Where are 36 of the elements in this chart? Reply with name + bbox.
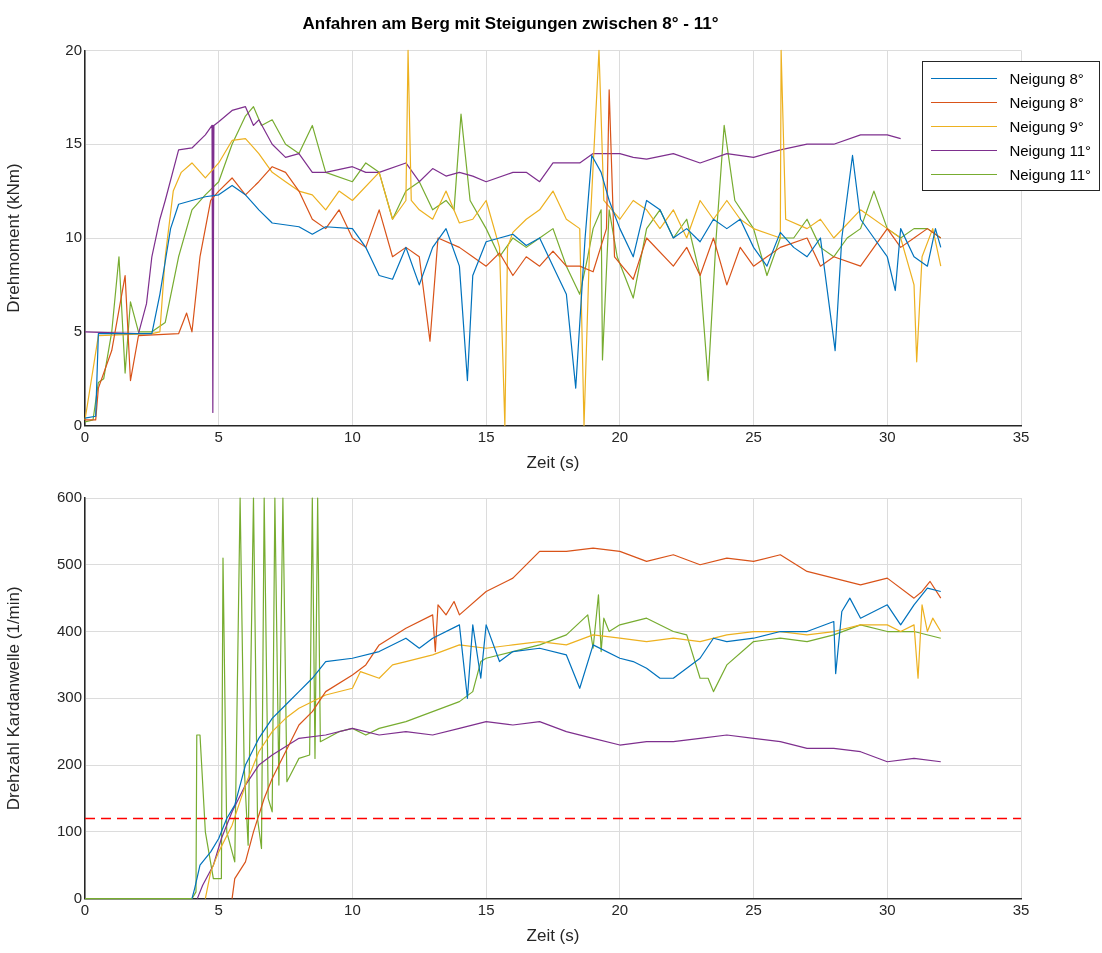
x-tick-label: 20: [611, 427, 629, 445]
y-tick-label: 0: [73, 888, 82, 906]
legend-label: Neigung 11°: [1009, 165, 1091, 183]
y-tick-label: 5: [73, 321, 82, 339]
x-tick-label: 35: [1012, 900, 1030, 918]
x-tick-label: 35: [1012, 427, 1030, 445]
x-axis-title: Zeit (s): [526, 453, 580, 473]
x-tick-label: 10: [344, 427, 361, 445]
x-tick-label: 25: [745, 427, 762, 445]
y-tick-label: 600: [56, 488, 82, 506]
y-tick-label: 15: [65, 134, 82, 152]
x-tick-label: 15: [477, 427, 495, 445]
x-tick-label: 5: [214, 900, 223, 918]
legend-label: Neigung 8°: [1009, 69, 1084, 87]
y-tick-label: 0: [73, 415, 82, 433]
legend-label: Neigung 9°: [1009, 117, 1084, 135]
y-axis-title: Drehmoment (kNm): [3, 163, 23, 313]
y-tick-label: 20: [65, 40, 82, 58]
y-tick-label: 300: [56, 688, 82, 706]
legend-label: Neigung 11°: [1009, 141, 1091, 159]
x-tick-label: 5: [214, 427, 223, 445]
y-tick-label: 400: [56, 621, 82, 639]
x-tick-label: 10: [344, 900, 361, 918]
x-tick-label: 20: [611, 900, 629, 918]
x-tick-label: 30: [878, 427, 896, 445]
y-tick-label: 500: [56, 554, 82, 572]
legend-label: Neigung 8°: [1009, 93, 1084, 111]
y-tick-label: 100: [56, 821, 82, 839]
x-axis-title: Zeit (s): [526, 926, 580, 946]
x-tick-label: 25: [745, 900, 762, 918]
chart-title: Anfahren am Berg mit Steigungen zwischen 8° - 11°: [302, 13, 719, 33]
y-axis-title: Drehzahl Kardanwelle (1/min): [3, 586, 23, 811]
x-tick-label: 30: [878, 900, 896, 918]
y-tick-label: 10: [65, 228, 82, 246]
y-tick-label: 200: [56, 755, 82, 773]
x-tick-label: 15: [477, 900, 495, 918]
